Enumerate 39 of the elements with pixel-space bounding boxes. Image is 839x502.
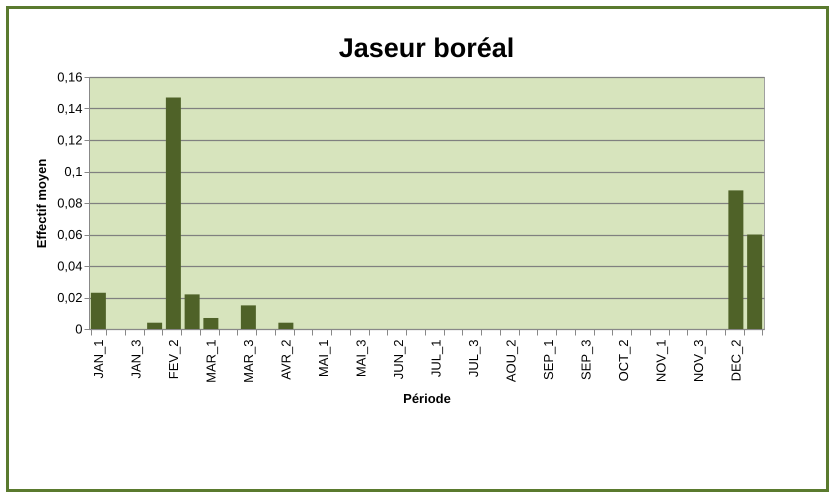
x-tick-label: MAI_1 [316,340,331,378]
x-tick-label: JAN_3 [128,340,144,379]
y-tick-label: 0,14 [57,101,82,116]
y-tick-label: 0,02 [57,290,82,305]
x-axis-title: Période [403,390,451,406]
bar [184,294,200,329]
y-axis-title: Effectif moyen [34,158,50,248]
chart-title: Jaseur boréal [338,33,514,63]
bar [747,234,762,329]
x-tick-label: FEV_2 [166,340,181,380]
x-tick-label: AOU_2 [503,340,518,382]
x-tick-label: JAN_1 [90,340,106,379]
x-tick-label: MAR_1 [203,340,218,383]
bar [147,322,162,329]
y-tick-label: 0,08 [57,196,82,210]
x-tick-label: JUL_3 [466,340,481,378]
y-tick-label: 0,06 [57,227,82,242]
x-tick-label: SEP_1 [540,340,556,380]
bar [728,190,744,329]
bar [278,322,294,329]
x-tick-label: JUN_2 [390,340,406,380]
x-tick-label: AVR_2 [278,340,294,380]
bar [166,97,181,329]
x-tick-label: SEP_3 [578,340,594,380]
x-tick-label: NOV_3 [690,340,706,382]
bar [240,305,256,329]
y-tick-label: 0,1 [64,164,82,179]
x-tick-label: MAI_3 [353,340,368,378]
x-tick-label: NOV_1 [653,340,668,382]
y-tick-label: 0,12 [57,132,82,148]
y-tick-label: 0,04 [57,258,82,274]
x-tick-label: OCT_2 [616,340,631,382]
bar [203,318,218,329]
x-tick-label: JUL_1 [428,340,444,378]
y-tick-label: 0 [75,322,82,336]
y-tick-label: 0,16 [57,70,82,84]
x-tick-label: MAR_3 [240,340,256,383]
bar [90,292,106,329]
x-tick-label: DEC_2 [728,340,744,382]
